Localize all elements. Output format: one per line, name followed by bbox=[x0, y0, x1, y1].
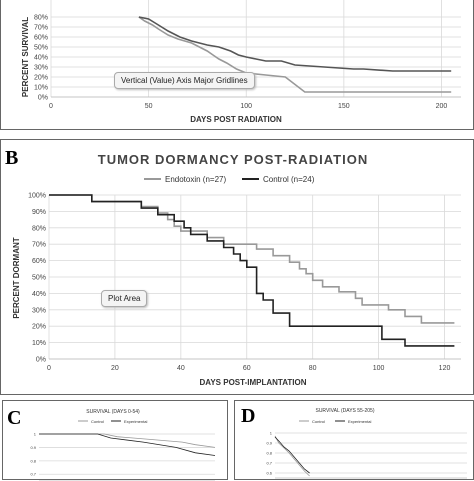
panel-b-title: TUMOR DORMANCY POST-RADIATION bbox=[98, 152, 368, 167]
b-x-tick-label: 20 bbox=[111, 365, 119, 372]
a-y-tick-label: 60% bbox=[34, 34, 48, 41]
d-y-tick-label: 0.7 bbox=[266, 460, 272, 465]
panel-d-title: SURVIVAL (DAYS 55-205) bbox=[315, 408, 374, 414]
c-y-tick-label: 0.8 bbox=[30, 458, 36, 463]
d-y-tick-label: 0.9 bbox=[266, 440, 272, 445]
c-y-tick-label: 0.7 bbox=[30, 472, 36, 477]
b-y-tick-label: 0% bbox=[36, 356, 46, 363]
b-y-tick-label: 30% bbox=[32, 307, 46, 314]
b-x-tick-label: 60 bbox=[243, 365, 251, 372]
d-y-tick-label: 0.8 bbox=[266, 450, 272, 455]
panel-b-y-axis-label: PERCENT DORMANT bbox=[12, 237, 21, 318]
panel-b: B TUMOR DORMANCY POST-RADIATION Endotoxi… bbox=[0, 139, 474, 395]
c-series-line-2 bbox=[39, 433, 216, 456]
b-y-tick-label: 100% bbox=[28, 192, 46, 199]
a-y-tick-label: 30% bbox=[34, 64, 48, 71]
a-y-tick-label: 50% bbox=[34, 44, 48, 51]
b-y-tick-label: 90% bbox=[32, 209, 46, 216]
a-series-line-2 bbox=[138, 16, 452, 72]
panel-b-chart: TUMOR DORMANCY POST-RADIATION Endotoxin … bbox=[12, 152, 461, 387]
panel-c-title: SURVIVAL (DAYS 0-54) bbox=[86, 409, 140, 415]
c-y-tick-label: 0.9 bbox=[30, 445, 36, 450]
panel-d-chart: SURVIVAL (DAYS 55-205) Control Experimen… bbox=[266, 408, 467, 479]
a-y-tick-label: 0% bbox=[38, 94, 48, 101]
panel-a-chart: 0%10%20%30%40%50%60%70%80% 0 50 100 150 200 … bbox=[21, 0, 461, 124]
a-y-tick-label: 20% bbox=[34, 74, 48, 81]
b-series-line-2 bbox=[49, 194, 455, 347]
panel-b-legend: Endotoxin (n=27) Control (n=24) bbox=[144, 175, 315, 184]
b-x-tick-label: 0 bbox=[47, 365, 51, 372]
b-x-tick-label: 100 bbox=[373, 365, 385, 372]
b-y-tick-label: 70% bbox=[32, 242, 46, 249]
b-y-tick-label: 10% bbox=[32, 340, 46, 347]
panel-a-x-axis-label: DAYS POST RADIATION bbox=[190, 115, 282, 124]
panel-a-tooltip: Vertical (Value) Axis Major Gridlines bbox=[114, 72, 255, 89]
a-y-tick-label: 40% bbox=[34, 54, 48, 61]
b-x-tick-label: 40 bbox=[177, 365, 185, 372]
panel-c-legend-control: Control bbox=[91, 419, 104, 424]
panel-a-y-axis-label: PERCENT SURVIVAL bbox=[21, 17, 30, 97]
panel-c-chart: SURVIVAL (DAYS 0-54) Control Experimenta… bbox=[30, 409, 216, 481]
a-series-line-1 bbox=[138, 16, 452, 93]
a-y-tick-label: 10% bbox=[34, 84, 48, 91]
panel-b-letter: B bbox=[5, 147, 19, 169]
c-y-tick-label: 1 bbox=[34, 431, 37, 436]
panel-d-legend-experimental: Experimental bbox=[348, 419, 371, 424]
panel-d-letter: D bbox=[241, 405, 256, 427]
b-y-tick-label: 50% bbox=[32, 274, 46, 281]
c-series-line-1 bbox=[39, 433, 216, 448]
panel-b-legend-control: Control (n=24) bbox=[263, 175, 315, 184]
panel-d-legend-control: Control bbox=[312, 419, 325, 424]
b-y-tick-label: 40% bbox=[32, 291, 46, 298]
d-y-tick-label: 0.6 bbox=[266, 470, 272, 475]
a-y-tick-label: 80% bbox=[34, 14, 48, 21]
b-y-tick-label: 60% bbox=[32, 258, 46, 265]
a-x-tick-label: 0 bbox=[49, 103, 53, 110]
a-y-tick-label: 70% bbox=[34, 24, 48, 31]
d-series-line-2 bbox=[274, 436, 310, 474]
panel-b-legend-endotoxin: Endotoxin (n=27) bbox=[165, 175, 226, 184]
panel-c: C SURVIVAL (DAYS 0-54) Control Experimen… bbox=[2, 400, 228, 481]
panel-d: D SURVIVAL (DAYS 55-205) Control Experim… bbox=[234, 400, 474, 480]
b-x-tick-label: 80 bbox=[309, 365, 317, 372]
b-y-tick-label: 20% bbox=[32, 324, 46, 331]
b-x-tick-label: 120 bbox=[439, 365, 451, 372]
panel-b-tooltip: Plot Area bbox=[101, 290, 148, 307]
panel-b-x-axis-label: DAYS POST-IMPLANTATION bbox=[200, 378, 307, 387]
a-x-tick-label: 200 bbox=[436, 103, 448, 110]
a-x-tick-label: 50 bbox=[145, 103, 153, 110]
panel-c-legend-experimental: Experimental bbox=[124, 419, 147, 424]
panel-c-letter: C bbox=[7, 407, 22, 429]
a-x-tick-label: 150 bbox=[338, 103, 350, 110]
b-y-tick-label: 80% bbox=[32, 225, 46, 232]
a-x-tick-label: 100 bbox=[240, 103, 252, 110]
panel-a: 0% 10% 20% 30% 40% 50% 60% 70% 80% 0 50 100 150 200 … bbox=[0, 0, 474, 130]
d-y-tick-label: 1 bbox=[270, 430, 273, 435]
d-series-line-1 bbox=[274, 435, 310, 477]
